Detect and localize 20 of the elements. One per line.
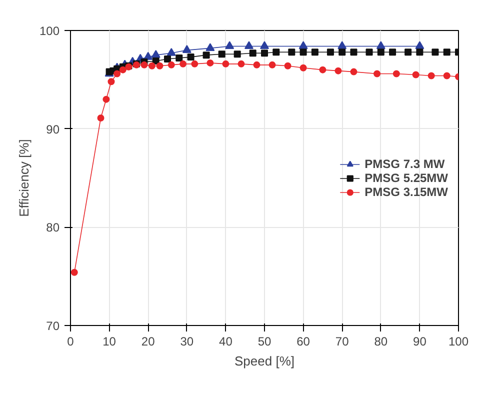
y-tick-label: 80: [46, 220, 60, 235]
y-tick-label: 70: [46, 319, 60, 333]
x-tick-label: 40: [219, 334, 233, 348]
x-tick-label: 90: [413, 334, 427, 348]
x-tick-label: 50: [258, 334, 272, 348]
legend-label: PMSG 7.3 MW: [364, 156, 445, 170]
y-axis-title: Efficiency [%]: [16, 139, 32, 217]
x-tick-label: 60: [296, 334, 310, 348]
x-tick-label: 80: [374, 334, 388, 348]
y-tick-label: 100: [39, 24, 60, 38]
x-tick-label: 70: [335, 334, 350, 348]
x-tick-label: 10: [102, 334, 116, 348]
x-tick-label: 20: [141, 334, 156, 348]
x-tick-label: 0: [67, 334, 74, 348]
legend-label: PMSG 3.15MW: [364, 184, 448, 198]
x-tick-label: 30: [180, 334, 194, 348]
y-tick-label: 90: [46, 122, 60, 136]
x-tick-label: 100: [448, 334, 469, 348]
legend-label: PMSG 5.25MW: [364, 170, 448, 184]
x-axis-title: Speed [%]: [234, 354, 295, 368]
